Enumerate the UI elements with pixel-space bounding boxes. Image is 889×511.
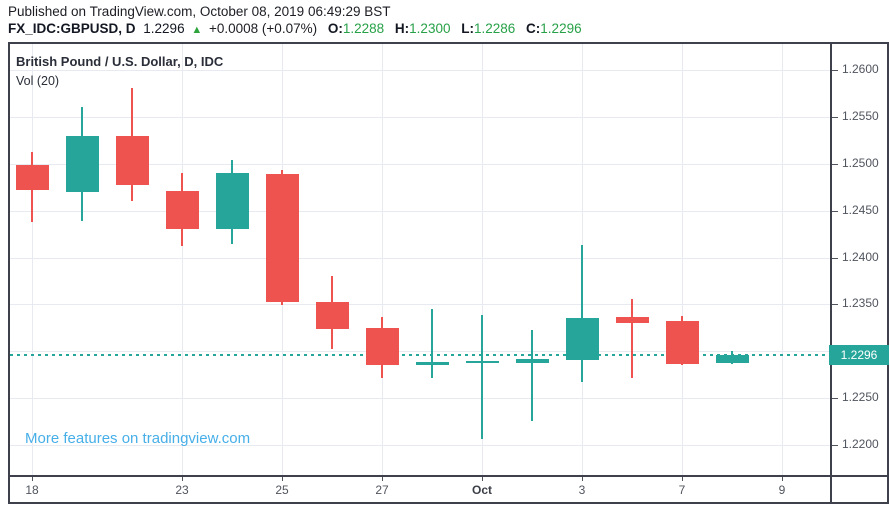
time-tick [482, 477, 483, 481]
time-tick [182, 477, 183, 481]
chart-container: British Pound / U.S. Dollar, D, IDC Vol … [8, 42, 889, 504]
time-gridline [32, 44, 33, 475]
candle-body [66, 136, 99, 192]
candle-body [566, 318, 599, 360]
time-tick [282, 477, 283, 481]
symbol-quote-line: FX_IDC:GBPUSD, D 1.2296 ▲ +0.0008 (+0.07… [8, 21, 582, 36]
time-label: 23 [175, 483, 189, 497]
pane-title: British Pound / U.S. Dollar, D, IDC [16, 54, 224, 69]
price-gridline [10, 211, 830, 212]
price-gridline [10, 70, 830, 71]
candle-body [216, 173, 249, 229]
price-label: 1.2400 [842, 250, 879, 264]
price-tick [832, 117, 838, 118]
candle-body [616, 317, 649, 323]
time-tick [382, 477, 383, 481]
price-label: 1.2500 [842, 156, 879, 170]
price-label: 1.2250 [842, 390, 879, 404]
candle-body [466, 361, 499, 363]
candle-wick [531, 330, 533, 421]
high-label: H: [394, 21, 410, 36]
time-gridline [482, 44, 483, 475]
price-gridline [10, 258, 830, 259]
candle-body [666, 321, 699, 364]
price-label: 1.2550 [842, 109, 879, 123]
price-label: 1.2200 [842, 437, 879, 451]
time-gridline [182, 44, 183, 475]
close-value: 1.2296 [540, 21, 582, 36]
current-price-line [10, 354, 830, 356]
current-price-badge: 1.2296 [829, 345, 889, 365]
time-tick [32, 477, 33, 481]
volume-indicator-label: Vol (20) [16, 74, 60, 88]
candle-body [116, 136, 149, 185]
candle-body [166, 191, 199, 229]
candle-body [266, 174, 299, 302]
time-label: 27 [375, 483, 389, 497]
time-label: 25 [275, 483, 289, 497]
axis-corner [830, 475, 887, 502]
price-label: 1.2350 [842, 296, 879, 310]
time-label: Oct [471, 483, 492, 497]
time-label: 3 [578, 483, 586, 497]
price-tick [832, 445, 838, 446]
price-gridline [10, 445, 830, 446]
price-axis[interactable]: 1.2600 1.2550 1.2500 1.2450 1.2400 1.2350 1.22… [830, 44, 887, 475]
open-label: O: [327, 21, 343, 36]
time-gridline [382, 44, 383, 475]
price-tick [832, 70, 838, 71]
tradingview-link[interactable]: More features on tradingview.com [25, 430, 251, 447]
last-price: 1.2296 [143, 21, 185, 36]
high-value: 1.2300 [409, 21, 451, 36]
up-arrow-icon: ▲ [191, 24, 203, 36]
price-gridline [10, 398, 830, 399]
time-axis[interactable]: 18 23 25 27 Oct 3 7 9 [10, 475, 830, 502]
candle-wick [581, 245, 583, 382]
published-timestamp: Published on TradingView.com, October 08… [8, 4, 391, 19]
candle-body [366, 328, 399, 365]
price-tick [832, 398, 838, 399]
time-label: 18 [25, 483, 39, 497]
low-value: 1.2286 [473, 21, 516, 36]
time-tick [582, 477, 583, 481]
time-label: 7 [678, 483, 686, 497]
candle-wick [481, 315, 483, 439]
candle-wick [431, 309, 433, 378]
price-tick [832, 164, 838, 165]
candle-wick [631, 299, 633, 378]
price-gridline [10, 164, 830, 165]
open-value: 1.2288 [342, 21, 385, 36]
price-tick [832, 304, 838, 305]
price-change: +0.0008 (+0.07%) [209, 21, 318, 36]
price-gridline [10, 304, 830, 305]
candle-body [716, 355, 749, 363]
candlestick-plot-area[interactable]: British Pound / U.S. Dollar, D, IDC Vol … [10, 44, 830, 475]
price-tick [832, 258, 838, 259]
close-label: C: [526, 21, 541, 36]
price-label: 1.2600 [842, 62, 879, 76]
candle-body [416, 362, 449, 365]
time-gridline [782, 44, 783, 475]
time-tick [782, 477, 783, 481]
low-label: L: [461, 21, 474, 36]
price-gridline [10, 117, 830, 118]
candle-body [516, 359, 549, 363]
price-tick [832, 211, 838, 212]
price-label: 1.2450 [842, 203, 879, 217]
candle-body [316, 302, 349, 329]
time-label: 9 [778, 483, 786, 497]
symbol-name: FX_IDC:GBPUSD, D [8, 21, 136, 36]
time-tick [682, 477, 683, 481]
candle-body [16, 165, 49, 190]
price-gridline [10, 351, 830, 352]
time-gridline [682, 44, 683, 475]
